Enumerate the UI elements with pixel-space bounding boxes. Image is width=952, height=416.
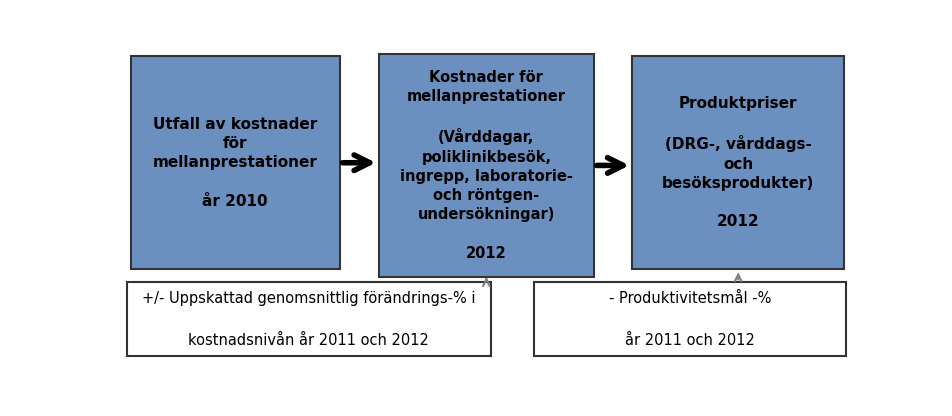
- Text: Utfall av kostnader
för
mellanprestationer

år 2010: Utfall av kostnader för mellanprestation…: [153, 117, 318, 209]
- Bar: [379, 54, 594, 277]
- Bar: [127, 282, 491, 357]
- Bar: [632, 56, 844, 270]
- Text: +/- Uppskattad genomsnittlig förändrings-% i

kostnadsnivån år 2011 och 2012: +/- Uppskattad genomsnittlig förändrings…: [142, 291, 476, 348]
- Text: Kostnader för
mellanprestationer

(Vårddagar,
poliklinikbesök,
ingrepp, laborato: Kostnader för mellanprestationer (Vårdda…: [400, 70, 573, 261]
- Text: Produktpriser

(DRG-, vårddags-
och
besöksprodukter)

2012: Produktpriser (DRG-, vårddags- och besök…: [662, 96, 814, 229]
- Text: - Produktivitetsmål -%

år 2011 och 2012: - Produktivitetsmål -% år 2011 och 2012: [609, 291, 771, 348]
- Bar: [130, 56, 340, 270]
- Bar: [534, 282, 846, 357]
